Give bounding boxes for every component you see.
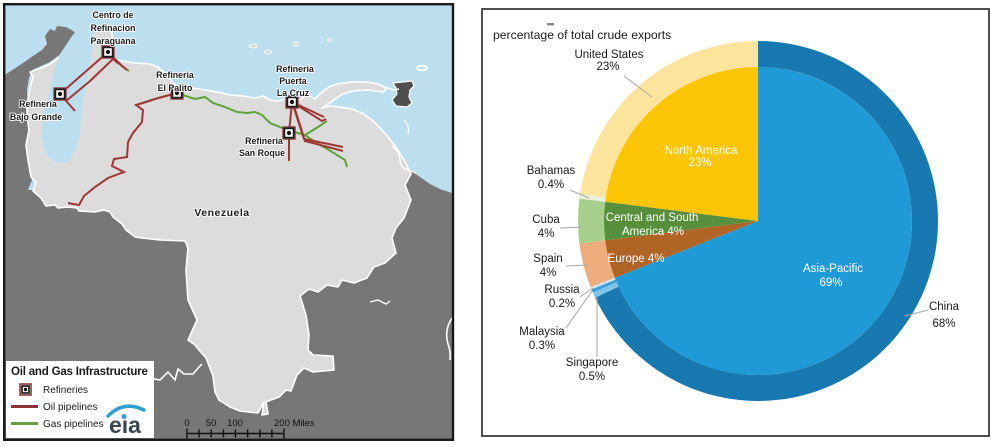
svg-text:Asia-Pacific: Asia-Pacific — [803, 263, 863, 275]
svg-text:Oil and Gas Infrastructure: Oil and Gas Infrastructure — [11, 366, 148, 378]
svg-text:69%: 69% — [819, 277, 842, 289]
svg-text:America 4%: America 4% — [622, 226, 684, 238]
svg-text:Spain: Spain — [533, 253, 562, 265]
svg-text:Malaysia: Malaysia — [519, 326, 565, 338]
svg-text:Bahamas: Bahamas — [527, 165, 576, 177]
svg-text:4%: 4% — [540, 267, 557, 279]
svg-text:percentage of total crude expo: percentage of total crude exports — [493, 28, 671, 42]
svg-text:La Cruz: La Cruz — [277, 88, 310, 98]
svg-text:4%: 4% — [538, 228, 555, 240]
svg-text:Singapore: Singapore — [566, 357, 618, 369]
svg-text:0: 0 — [184, 418, 189, 429]
svg-text:Puerta: Puerta — [279, 76, 306, 86]
svg-text:Europe 4%: Europe 4% — [608, 253, 665, 265]
svg-text:0.4%: 0.4% — [538, 179, 564, 191]
svg-text:Centro de: Centro de — [92, 10, 133, 20]
svg-text:200 Miles: 200 Miles — [274, 418, 315, 429]
svg-text:United States: United States — [574, 49, 643, 61]
svg-text:Refineries: Refineries — [43, 385, 88, 396]
svg-text:Refineria: Refineria — [156, 70, 194, 80]
svg-text:Bajo Grande: Bajo Grande — [10, 112, 62, 122]
svg-text:Venezuela: Venezuela — [194, 207, 249, 219]
svg-text:0.3%: 0.3% — [529, 340, 555, 352]
svg-text:North America: North America — [665, 145, 738, 157]
svg-text:Paraguana: Paraguana — [91, 36, 136, 46]
svg-text:23%: 23% — [688, 157, 711, 169]
svg-text:100: 100 — [227, 418, 243, 429]
svg-text:Russia: Russia — [544, 284, 580, 296]
svg-text:0.2%: 0.2% — [549, 298, 575, 310]
svg-text:Refineria: Refineria — [245, 136, 283, 146]
svg-text:0.5%: 0.5% — [579, 371, 605, 383]
svg-text:Refinacion: Refinacion — [91, 23, 136, 33]
svg-text:Oil pipelines: Oil pipelines — [43, 402, 97, 413]
svg-text:Refineria: Refineria — [276, 64, 314, 74]
svg-text:Cuba: Cuba — [532, 214, 560, 226]
svg-text:Refineria: Refineria — [19, 99, 57, 109]
svg-text:50: 50 — [206, 418, 217, 429]
svg-text:China: China — [929, 301, 960, 313]
svg-text:23%: 23% — [596, 61, 619, 73]
svg-text:68%: 68% — [932, 318, 955, 330]
svg-text:Central and South: Central and South — [606, 212, 699, 224]
svg-text:Gas pipelines: Gas pipelines — [43, 419, 104, 430]
svg-text:El Palito: El Palito — [158, 83, 193, 93]
svg-text:San Roque: San Roque — [239, 148, 285, 158]
